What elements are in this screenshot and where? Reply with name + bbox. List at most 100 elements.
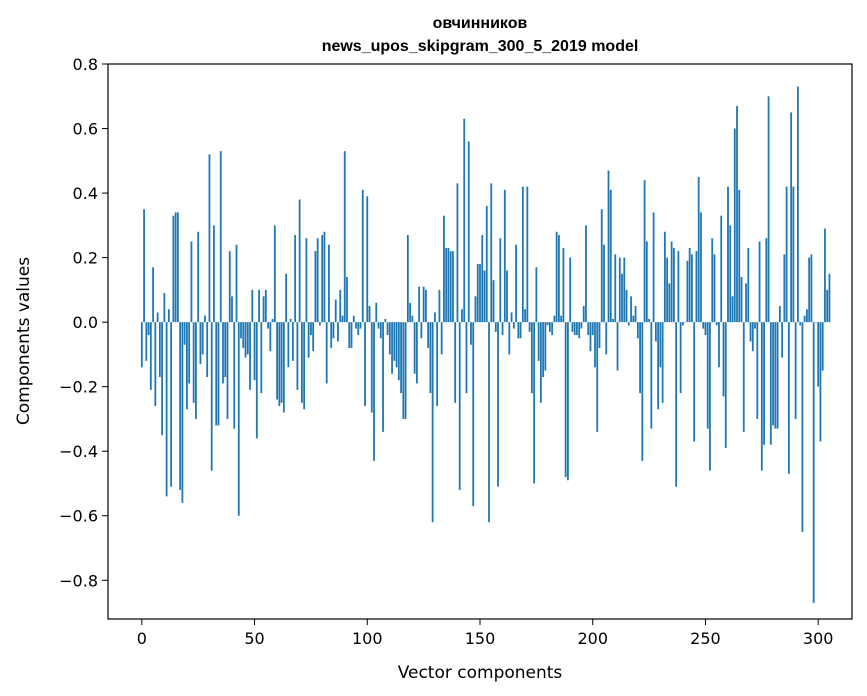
bar-103 xyxy=(373,322,375,461)
bar-2 xyxy=(145,322,148,361)
bar-166 xyxy=(515,244,517,323)
bar-240 xyxy=(682,322,684,326)
bar-200 xyxy=(591,322,594,336)
bar-111 xyxy=(391,322,393,374)
bar-305 xyxy=(828,273,831,323)
bar-179 xyxy=(544,322,547,371)
bar-260 xyxy=(727,186,729,323)
bar-290 xyxy=(794,322,797,419)
bar-182 xyxy=(551,322,554,336)
bar-145 xyxy=(467,141,470,323)
bar-35 xyxy=(219,151,222,323)
bar-66 xyxy=(289,318,292,323)
bar-216 xyxy=(627,322,630,326)
bar-102 xyxy=(370,322,373,413)
bar-195 xyxy=(580,322,583,329)
bar-151 xyxy=(481,235,484,323)
bar-64 xyxy=(285,273,288,323)
bar-152 xyxy=(483,270,486,323)
bar-100 xyxy=(366,196,369,323)
bar-269 xyxy=(747,247,750,323)
bar-181 xyxy=(548,322,551,332)
bar-17 xyxy=(179,322,182,490)
bar-177 xyxy=(539,322,542,403)
bar-52 xyxy=(258,289,260,323)
bar-71 xyxy=(300,322,303,403)
bar-125 xyxy=(422,286,425,323)
bar-270 xyxy=(749,322,752,342)
bar-24 xyxy=(195,322,197,419)
y-tick-label-6: 0.4 xyxy=(73,184,98,203)
bar-121 xyxy=(413,322,416,374)
bar-129 xyxy=(431,322,434,523)
bar-274 xyxy=(758,241,761,323)
bar-302 xyxy=(821,322,824,371)
bar-118 xyxy=(406,235,409,323)
bar-180 xyxy=(546,322,549,326)
bar-262 xyxy=(731,296,734,323)
bar-79 xyxy=(319,322,321,326)
bar-36 xyxy=(222,322,224,384)
x-tick-label-0: 0 xyxy=(137,629,147,648)
bar-106 xyxy=(379,322,382,339)
bar-88 xyxy=(339,289,342,323)
bar-107 xyxy=(382,322,384,432)
bar-215 xyxy=(625,289,628,323)
y-axis: −0.8 −0.6 −0.4 −0.2 0.0 0.2 0.4 0.6 0.8 xyxy=(59,55,108,590)
bar-288 xyxy=(790,112,793,323)
bar-6 xyxy=(154,322,157,407)
bar-136 xyxy=(447,247,450,323)
bar-156 xyxy=(492,280,495,323)
bar-174 xyxy=(533,322,536,484)
bar-59 xyxy=(273,225,276,323)
bar-198 xyxy=(587,322,590,336)
bar-273 xyxy=(756,322,759,419)
bar-12 xyxy=(167,309,170,323)
bar-165 xyxy=(512,322,515,329)
bar-289 xyxy=(792,186,795,323)
bar-192 xyxy=(573,322,576,336)
bar-101 xyxy=(368,306,371,323)
bar-82 xyxy=(325,322,328,384)
bar-256 xyxy=(718,322,720,368)
bar-235 xyxy=(670,241,673,323)
bar-115 xyxy=(400,322,402,394)
bar-87 xyxy=(337,322,339,342)
bar-41 xyxy=(233,322,236,429)
bar-282 xyxy=(776,322,779,429)
bar-183 xyxy=(553,315,556,323)
bar-238 xyxy=(677,251,680,323)
bar-300 xyxy=(817,322,820,387)
bar-50 xyxy=(253,322,256,381)
bar-197 xyxy=(585,225,587,323)
bar-98 xyxy=(361,189,364,323)
bar-94 xyxy=(352,315,355,323)
bar-167 xyxy=(517,322,520,339)
bar-31 xyxy=(210,322,213,471)
bar-257 xyxy=(720,215,723,323)
y-tick-label-4: 0.0 xyxy=(73,313,98,332)
x-tick-label-150: 150 xyxy=(465,629,496,648)
bar-133 xyxy=(440,322,443,355)
bar-113 xyxy=(395,322,398,368)
bar-280 xyxy=(772,322,774,426)
bar-171 xyxy=(526,186,529,323)
bar-220 xyxy=(636,322,639,339)
bar-298 xyxy=(812,322,815,603)
bar-303 xyxy=(824,228,826,323)
bar-250 xyxy=(704,322,707,336)
bar-123 xyxy=(418,286,421,323)
x-tick-label-200: 200 xyxy=(577,629,608,648)
bar-49 xyxy=(251,289,254,323)
bar-144 xyxy=(465,322,468,394)
bar-296 xyxy=(808,257,811,323)
bar-147 xyxy=(472,322,475,507)
bar-217 xyxy=(630,296,632,323)
bar-139 xyxy=(454,322,457,403)
bar-208 xyxy=(609,189,612,323)
bar-254 xyxy=(713,254,716,323)
bar-153 xyxy=(485,205,488,323)
bar-170 xyxy=(524,309,526,323)
x-axis: 0 50 100 150 200 250 300 xyxy=(137,619,833,648)
